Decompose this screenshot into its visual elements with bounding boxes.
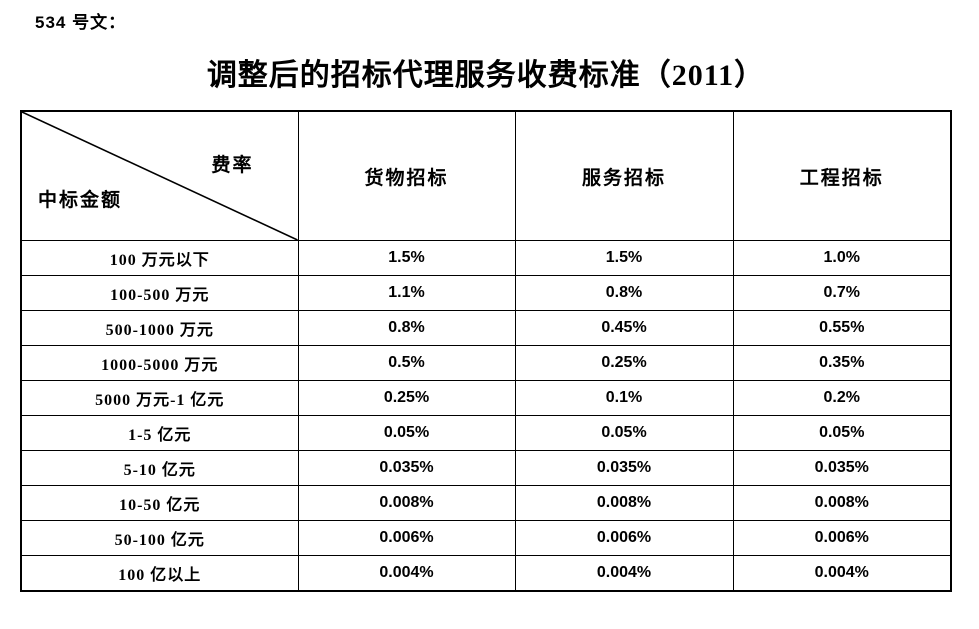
- row-label-cell: 500-1000 万元: [20, 310, 299, 346]
- corner-label-rate: 费率: [211, 155, 254, 176]
- rate-cell: 0.004%: [297, 555, 516, 592]
- rate-cell: 0.008%: [732, 485, 952, 521]
- row-label-cell: 5000 万元-1 亿元: [20, 380, 299, 416]
- rate-cell: 0.55%: [732, 310, 952, 346]
- table-row: 1-5 亿元 0.05% 0.05% 0.05%: [20, 415, 952, 451]
- rate-cell: 0.05%: [297, 415, 516, 451]
- rate-cell: 0.25%: [297, 380, 516, 416]
- row-label-cell: 1000-5000 万元: [20, 345, 299, 381]
- table-row: 1000-5000 万元 0.5% 0.25% 0.35%: [20, 345, 952, 381]
- rate-cell: 0.035%: [297, 450, 516, 486]
- rate-cell: 0.8%: [297, 310, 516, 346]
- table-row: 100 亿以上 0.004% 0.004% 0.004%: [20, 555, 952, 592]
- diagonal-line: [22, 112, 298, 240]
- table-row: 100 万元以下 1.5% 1.5% 1.0%: [20, 240, 952, 276]
- row-label-cell: 5-10 亿元: [20, 450, 299, 486]
- rate-cell: 0.035%: [732, 450, 952, 486]
- rate-cell: 0.035%: [514, 450, 734, 486]
- rate-cell: 0.008%: [297, 485, 516, 521]
- rate-cell: 0.05%: [514, 415, 734, 451]
- table-row: 100-500 万元 1.1% 0.8% 0.7%: [20, 275, 952, 311]
- column-header-goods: 货物招标: [297, 110, 516, 241]
- rate-cell: 1.5%: [297, 240, 516, 276]
- rate-cell: 0.35%: [732, 345, 952, 381]
- page-title: 调整后的招标代理服务收费标准（2011）: [206, 59, 766, 92]
- table-row: 5-10 亿元 0.035% 0.035% 0.035%: [20, 450, 952, 486]
- column-header-engineering: 工程招标: [732, 110, 952, 241]
- row-label-cell: 1-5 亿元: [20, 415, 299, 451]
- table-header-row: 费率 中标金额 货物招标 服务招标 工程招标: [20, 110, 952, 241]
- rate-cell: 1.5%: [514, 240, 734, 276]
- rate-cell: 0.008%: [514, 485, 734, 521]
- column-header-services: 服务招标: [514, 110, 734, 241]
- table-row: 50-100 亿元 0.006% 0.006% 0.006%: [20, 520, 952, 556]
- doc-number: 534 号文：: [35, 13, 127, 32]
- table-row: 5000 万元-1 亿元 0.25% 0.1% 0.2%: [20, 380, 952, 416]
- corner-label-amount: 中标金额: [38, 190, 123, 211]
- rate-cell: 0.5%: [297, 345, 516, 381]
- rate-cell: 0.006%: [297, 520, 516, 556]
- row-label-cell: 100-500 万元: [20, 275, 299, 311]
- fee-rate-table: 费率 中标金额 货物招标 服务招标 工程招标 100 万元以下 1.5% 1.5…: [20, 110, 952, 592]
- row-label-cell: 10-50 亿元: [20, 485, 299, 521]
- rate-cell: 0.006%: [514, 520, 734, 556]
- row-label-cell: 50-100 亿元: [20, 520, 299, 556]
- rate-cell: 0.45%: [514, 310, 734, 346]
- corner-header-cell: 费率 中标金额: [20, 110, 299, 241]
- rate-cell: 0.25%: [514, 345, 734, 381]
- rate-cell: 0.004%: [514, 555, 734, 592]
- rate-cell: 1.0%: [732, 240, 952, 276]
- rate-cell: 0.8%: [514, 275, 734, 311]
- row-label-cell: 100 万元以下: [20, 240, 299, 276]
- rate-cell: 0.004%: [732, 555, 952, 592]
- rate-cell: 0.7%: [732, 275, 952, 311]
- rate-cell: 0.006%: [732, 520, 952, 556]
- rate-cell: 0.05%: [732, 415, 952, 451]
- row-label-cell: 100 亿以上: [20, 555, 299, 592]
- rate-cell: 0.1%: [514, 380, 734, 416]
- rate-cell: 1.1%: [297, 275, 516, 311]
- rate-cell: 0.2%: [732, 380, 952, 416]
- table-row: 10-50 亿元 0.008% 0.008% 0.008%: [20, 485, 952, 521]
- table-row: 500-1000 万元 0.8% 0.45% 0.55%: [20, 310, 952, 346]
